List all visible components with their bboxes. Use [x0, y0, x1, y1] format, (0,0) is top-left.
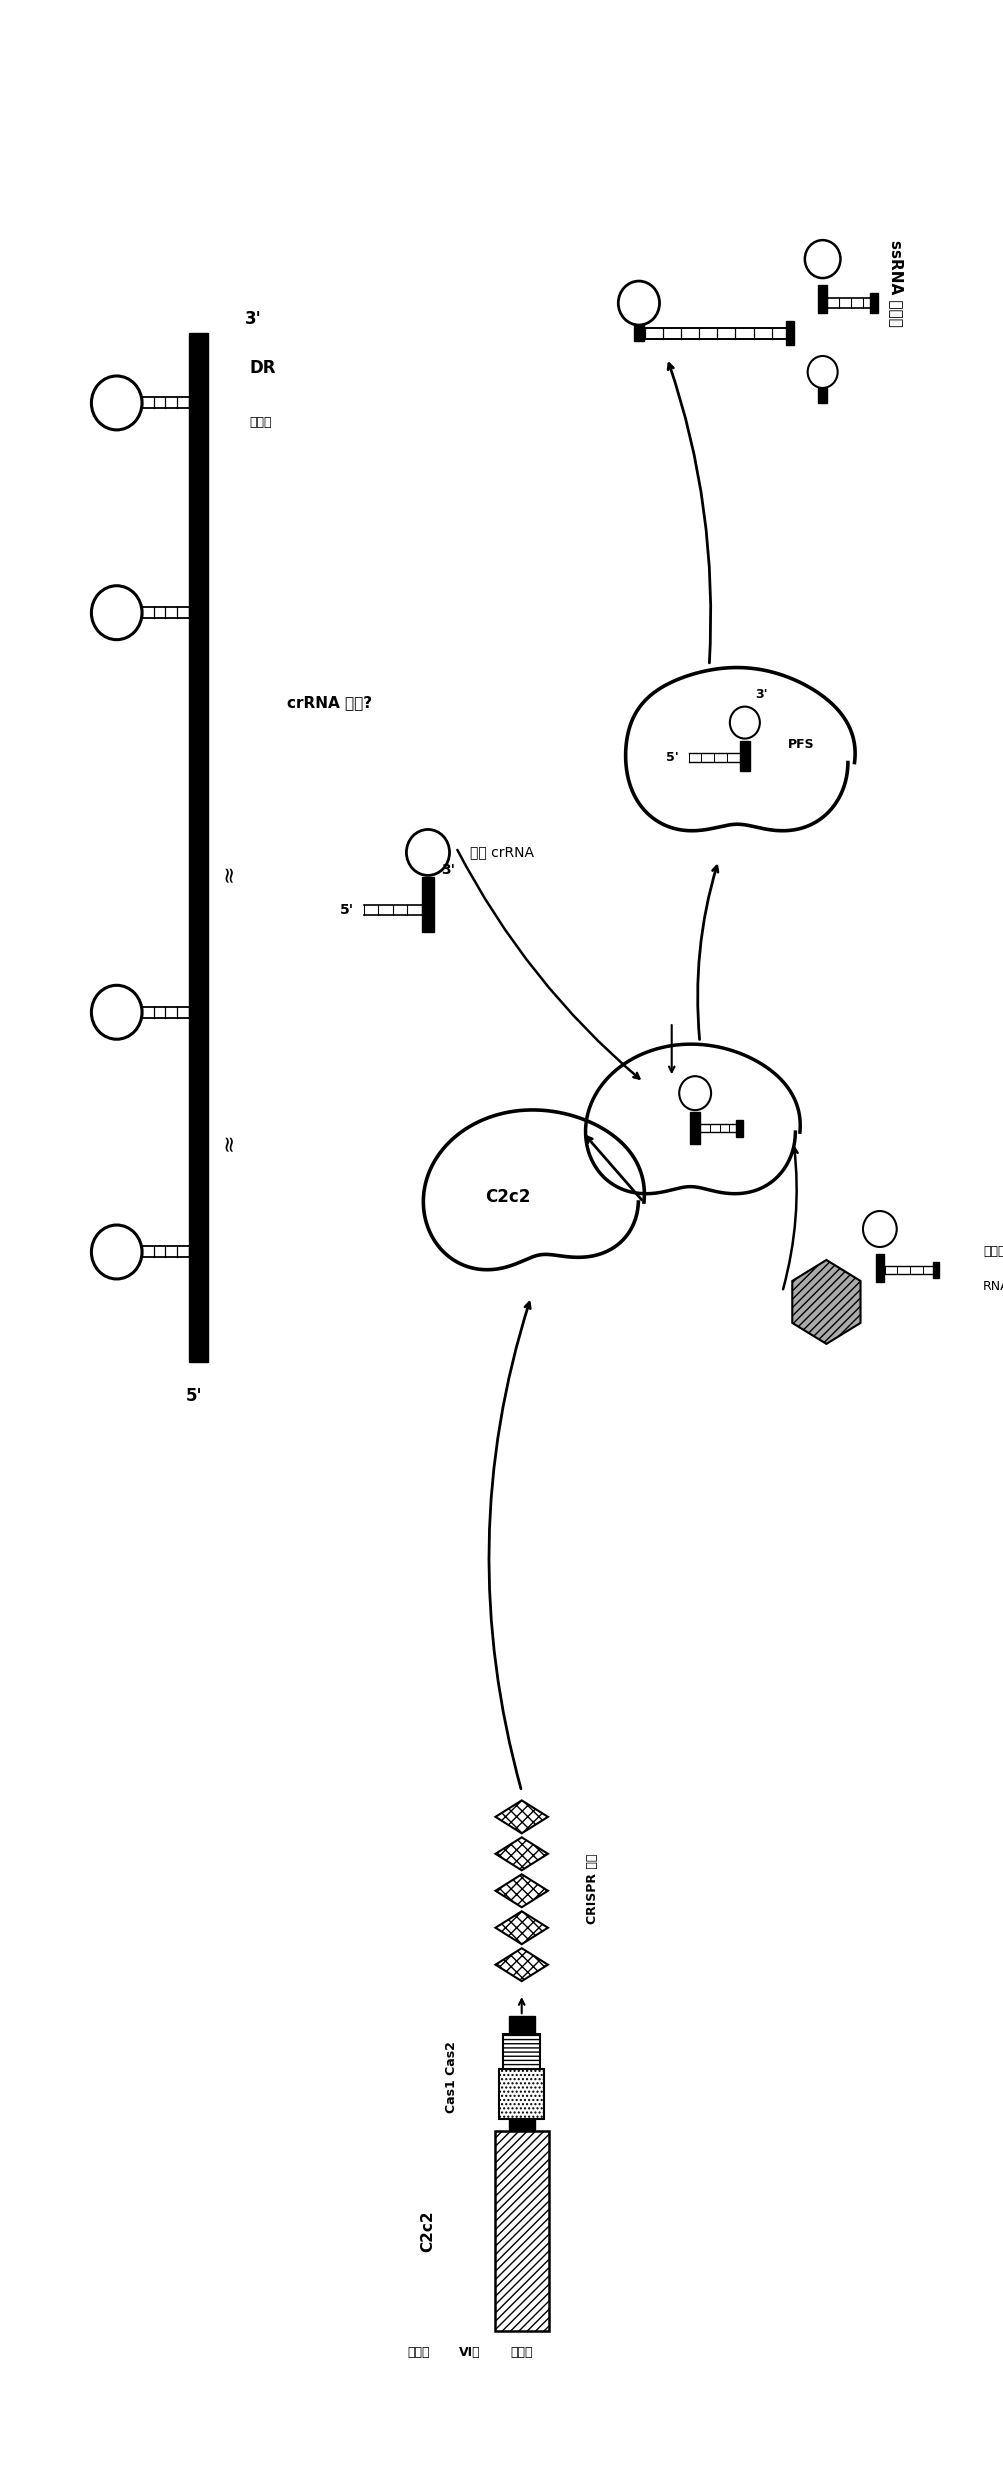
Text: 间隔区: 间隔区 — [250, 417, 272, 429]
Polygon shape — [791, 1261, 860, 1343]
Bar — [633, 320, 643, 340]
Circle shape — [806, 355, 837, 387]
Bar — [817, 387, 826, 402]
Circle shape — [91, 586, 141, 640]
Text: VI型: VI型 — [459, 2345, 480, 2358]
Circle shape — [406, 829, 449, 876]
Circle shape — [804, 241, 840, 278]
Circle shape — [91, 375, 141, 429]
Text: ≈: ≈ — [218, 864, 238, 881]
Circle shape — [729, 707, 759, 740]
Text: 5': 5' — [666, 750, 679, 764]
Text: DR: DR — [250, 360, 276, 377]
Bar — [690, 1112, 699, 1144]
Circle shape — [91, 1226, 141, 1278]
Text: C2c2: C2c2 — [420, 2209, 435, 2251]
Text: ssRNA 的裂解: ssRNA 的裂解 — [889, 241, 904, 328]
Bar — [509, 2015, 535, 2035]
Circle shape — [91, 985, 141, 1040]
Text: CRISPR 序列: CRISPR 序列 — [585, 1854, 598, 1924]
Bar — [784, 320, 793, 345]
Text: 3': 3' — [245, 310, 262, 328]
Bar — [739, 740, 749, 769]
Circle shape — [679, 1077, 710, 1109]
Text: ≈: ≈ — [218, 1132, 238, 1152]
Bar — [421, 879, 433, 933]
Circle shape — [618, 280, 659, 325]
Bar — [498, 2070, 544, 2120]
Bar — [509, 2120, 535, 2132]
Polygon shape — [791, 1261, 860, 1343]
Polygon shape — [494, 1799, 548, 1834]
Bar — [189, 333, 208, 1363]
Bar — [494, 2132, 549, 2331]
Text: 5': 5' — [340, 903, 354, 918]
Text: 成熟 crRNA: 成熟 crRNA — [469, 846, 534, 859]
Bar — [817, 285, 826, 313]
Polygon shape — [625, 668, 855, 831]
Bar — [932, 1261, 939, 1278]
Text: C2c2: C2c2 — [484, 1189, 530, 1206]
Text: 噌菌体: 噌菌体 — [982, 1246, 1003, 1258]
Polygon shape — [494, 1874, 548, 1906]
Text: 3': 3' — [754, 688, 767, 700]
Polygon shape — [423, 1109, 644, 1271]
Text: Cas1 Cas2: Cas1 Cas2 — [444, 2040, 457, 2112]
Bar — [875, 1253, 884, 1283]
Polygon shape — [494, 1911, 548, 1943]
Text: 普通型: 普通型 — [510, 2345, 533, 2358]
Bar — [503, 2035, 540, 2070]
Text: 5': 5' — [186, 1387, 202, 1405]
Text: 基因座: 基因座 — [407, 2345, 429, 2358]
Polygon shape — [494, 1837, 548, 1871]
Circle shape — [863, 1211, 896, 1246]
Text: PFS: PFS — [787, 737, 813, 752]
Polygon shape — [494, 1948, 548, 1981]
Bar — [735, 1119, 742, 1137]
Polygon shape — [585, 1045, 799, 1194]
Text: RNA: RNA — [982, 1281, 1003, 1293]
Text: 3': 3' — [441, 864, 455, 879]
Bar — [870, 293, 877, 313]
Text: crRNA 加工?: crRNA 加工? — [287, 695, 372, 710]
